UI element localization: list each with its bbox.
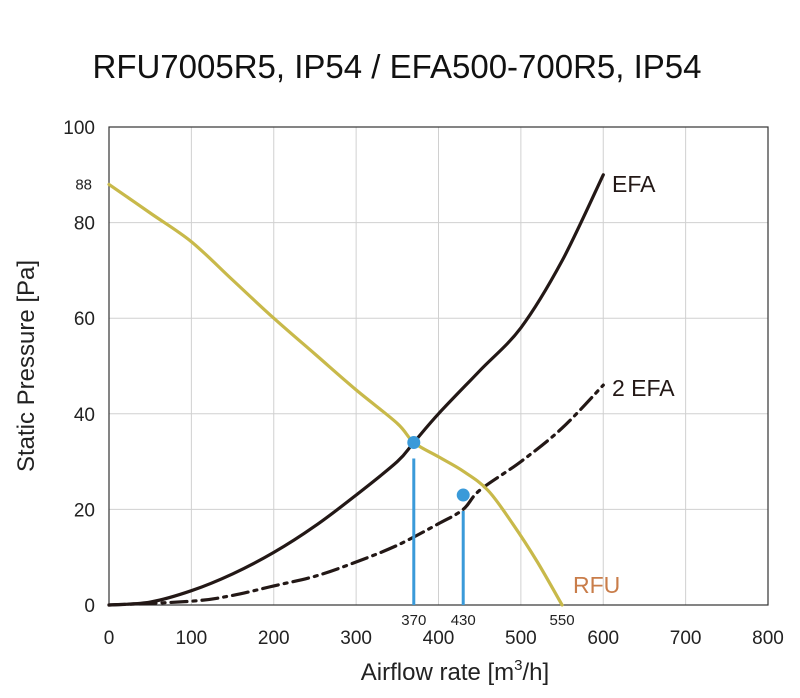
series-line-efa xyxy=(107,173,605,607)
x-tick-label-400: 400 xyxy=(423,628,455,649)
x-extra-label-550: 550 xyxy=(550,612,575,629)
series-label-rfu: RFU xyxy=(573,572,620,598)
operating-x-label-430: 430 xyxy=(451,612,476,629)
series-label-efa: EFA xyxy=(612,171,656,197)
y-tick-label-40: 40 xyxy=(74,405,95,426)
x-tick-label-0: 0 xyxy=(104,628,115,649)
operating-points: 370 430 550 xyxy=(401,435,575,629)
operating-x-label-370: 370 xyxy=(401,612,426,629)
x-tick-label-500: 500 xyxy=(505,628,537,649)
grid xyxy=(108,126,769,606)
x-axis-label: Airflow rate [m3/h] xyxy=(361,657,549,686)
x-tick-label-100: 100 xyxy=(176,628,208,649)
y-tick-label-20: 20 xyxy=(74,500,95,521)
y-tick-label-0: 0 xyxy=(84,596,95,617)
y-tick-label-88: 88 xyxy=(75,176,92,193)
x-axis-label-superscript: 3 xyxy=(514,657,522,674)
x-tick-label-800: 800 xyxy=(752,628,784,649)
x-axis-label-prefix: Airflow rate [m xyxy=(361,659,514,686)
y-tick-label-100: 100 xyxy=(63,118,95,139)
operating-point-370 xyxy=(407,435,421,449)
x-axis-label-suffix: /h] xyxy=(523,659,550,686)
series-label-2-efa: 2 EFA xyxy=(612,375,675,401)
series-line-2-efa xyxy=(107,383,605,607)
y-axis-label: Static Pressure [Pa] xyxy=(13,260,40,472)
y-tick-label-80: 80 xyxy=(74,214,95,235)
series-group: EFA 2 EFA RFU xyxy=(107,171,675,607)
operating-point-430 xyxy=(456,488,470,502)
y-tick-label-60: 60 xyxy=(74,309,95,330)
x-tick-label-600: 600 xyxy=(587,628,619,649)
x-axis-ticks: 0 100 200 300 400 500 600 700 800 xyxy=(104,628,784,649)
x-tick-label-300: 300 xyxy=(340,628,372,649)
plot-frame xyxy=(108,126,769,606)
chart-title: RFU7005R5, IP54 / EFA500-700R5, IP54 xyxy=(92,48,701,85)
x-tick-label-700: 700 xyxy=(670,628,702,649)
y-axis-ticks: 0 20 40 60 80 100 88 xyxy=(63,118,95,617)
series-line-rfu xyxy=(107,182,564,607)
x-tick-label-200: 200 xyxy=(258,628,290,649)
